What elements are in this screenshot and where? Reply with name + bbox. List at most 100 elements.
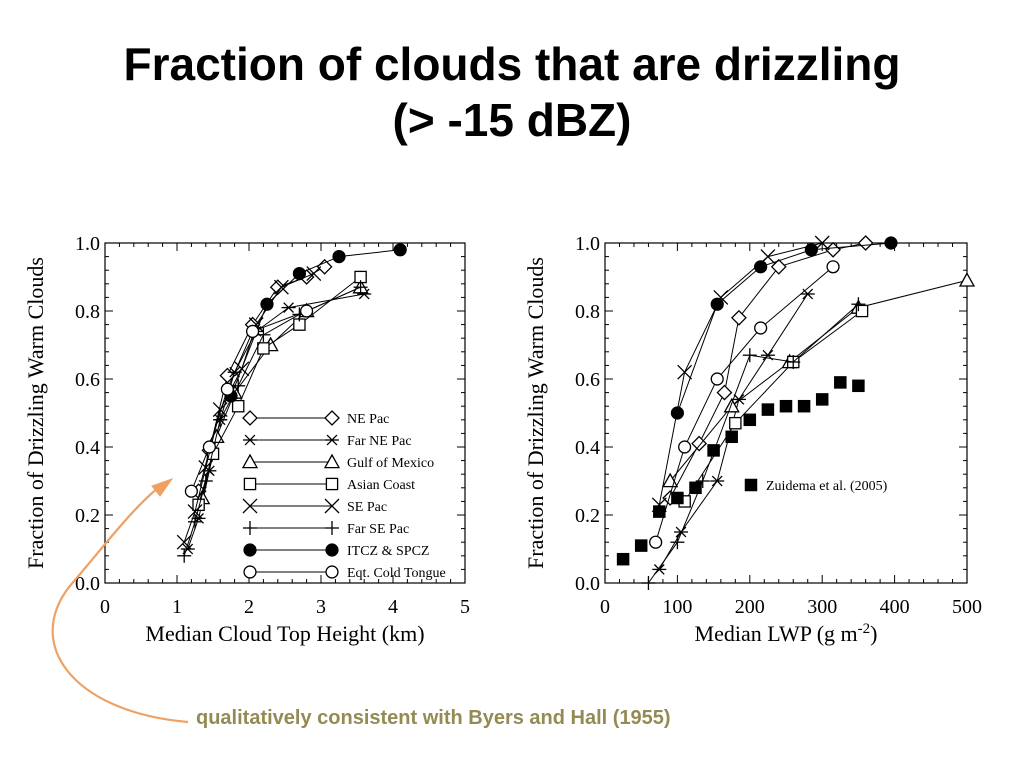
data-point bbox=[857, 235, 874, 251]
data-point bbox=[670, 406, 685, 420]
data-point bbox=[804, 243, 818, 257]
data-point bbox=[743, 413, 757, 427]
x-axis-label: Median Cloud Top Height (km) bbox=[145, 621, 424, 646]
slide-title: Fraction of clouds that are drizzling (>… bbox=[0, 36, 1024, 148]
data-point bbox=[761, 403, 775, 416]
data-point bbox=[725, 430, 738, 444]
data-point bbox=[710, 372, 724, 386]
data-point bbox=[273, 279, 289, 295]
legend-marker bbox=[744, 478, 758, 492]
legend-item: Asian Coast bbox=[243, 477, 415, 493]
data-point bbox=[691, 435, 708, 452]
data-point bbox=[678, 440, 692, 454]
y-axis-label: Fraction of Drizzling Warm Clouds bbox=[23, 257, 48, 569]
series-circle bbox=[649, 260, 840, 549]
x-tick-label: 0 bbox=[100, 596, 110, 618]
data-point bbox=[754, 260, 768, 274]
data-point bbox=[815, 393, 829, 406]
data-point bbox=[770, 258, 787, 275]
data-point bbox=[958, 272, 976, 287]
y-tick-label: 0.0 bbox=[575, 573, 600, 595]
data-point bbox=[826, 260, 840, 274]
y-tick-label: 0.6 bbox=[75, 369, 100, 391]
data-point bbox=[187, 504, 203, 520]
data-point bbox=[616, 552, 630, 566]
series-line bbox=[647, 303, 859, 584]
data-point bbox=[231, 378, 246, 393]
data-point bbox=[834, 376, 847, 389]
data-point bbox=[710, 475, 725, 487]
data-point bbox=[202, 440, 216, 454]
legend-marker-end bbox=[325, 565, 339, 579]
legend-label: NE Pac bbox=[347, 412, 389, 427]
data-point bbox=[256, 327, 271, 342]
x-tick-label: 300 bbox=[807, 596, 837, 618]
data-point bbox=[332, 250, 346, 264]
x-tick-label: 1 bbox=[172, 596, 182, 618]
slide-title-line2: (> -15 dBZ) bbox=[392, 94, 632, 146]
series-filled-circle bbox=[670, 236, 898, 420]
legend-label: Zuidema et al. (2005) bbox=[766, 479, 888, 494]
data-point bbox=[689, 481, 702, 495]
data-point bbox=[707, 444, 720, 457]
x-tick-label: 2 bbox=[244, 596, 254, 618]
x-tick-label: 4 bbox=[388, 596, 398, 618]
y-tick-label: 0.8 bbox=[575, 301, 600, 323]
legend-marker-start bbox=[243, 521, 257, 535]
legend-label: SE Pac bbox=[347, 500, 387, 515]
data-point bbox=[292, 266, 306, 281]
x-tick-label: 3 bbox=[316, 596, 326, 618]
data-point bbox=[670, 535, 685, 550]
data-point bbox=[797, 399, 811, 413]
legend-marker-start bbox=[243, 543, 257, 557]
data-point bbox=[671, 491, 684, 505]
data-point bbox=[192, 498, 205, 512]
legend-marker-end bbox=[325, 477, 339, 491]
data-point bbox=[723, 397, 740, 413]
data-point bbox=[634, 539, 648, 552]
data-point bbox=[353, 280, 368, 295]
series-plus bbox=[177, 280, 368, 563]
legend-item: Far SE Pac bbox=[243, 521, 409, 537]
data-point bbox=[176, 534, 192, 550]
data-point bbox=[851, 297, 866, 312]
y-tick-label: 0.6 bbox=[575, 369, 600, 391]
data-point bbox=[754, 321, 768, 335]
legend: NE Pac Far NE Pac Gulf of Mexico Asian Coas… bbox=[241, 410, 446, 581]
legend-item: ITCZ & SPCZ bbox=[243, 543, 429, 559]
legend-label: Far SE Pac bbox=[347, 522, 409, 537]
data-point bbox=[731, 309, 747, 326]
legend-item: Far NE Pac bbox=[243, 434, 412, 449]
data-point bbox=[246, 324, 260, 338]
series-line bbox=[183, 286, 361, 556]
legend-marker-start bbox=[243, 434, 257, 446]
data-point bbox=[212, 402, 228, 418]
legend-item: SE Pac bbox=[242, 498, 387, 515]
legend-marker-end bbox=[323, 453, 341, 469]
data-point bbox=[260, 297, 274, 311]
legend: Zuidema et al. (2005) bbox=[744, 478, 888, 494]
caption-text: qualitatively consistent with Byers and … bbox=[196, 707, 671, 729]
data-point bbox=[641, 576, 656, 590]
legend-marker-start bbox=[241, 453, 259, 469]
data-point bbox=[716, 384, 733, 401]
legend-item: Eqt. Cold Tongue bbox=[243, 565, 446, 581]
data-point bbox=[729, 416, 742, 430]
legend-item: Gulf of Mexico bbox=[241, 453, 434, 471]
y-tick-label: 0.2 bbox=[575, 505, 600, 527]
data-point bbox=[393, 243, 407, 257]
data-point bbox=[213, 412, 228, 427]
plot-frame bbox=[604, 242, 968, 584]
y-axis-label: Fraction of Drizzling Warm Clouds bbox=[523, 257, 548, 569]
data-point bbox=[710, 297, 724, 311]
data-point bbox=[257, 342, 270, 355]
data-point bbox=[786, 355, 801, 369]
legend-label: Gulf of Mexico bbox=[347, 456, 434, 471]
legend-marker-end bbox=[325, 434, 339, 446]
legend-marker-start bbox=[242, 498, 258, 514]
data-point bbox=[695, 474, 710, 488]
x-axis-label: Median LWP (g m-2) bbox=[695, 621, 878, 646]
y-tick-label: 0.0 bbox=[75, 573, 100, 595]
y-tick-label: 0.8 bbox=[75, 301, 100, 323]
